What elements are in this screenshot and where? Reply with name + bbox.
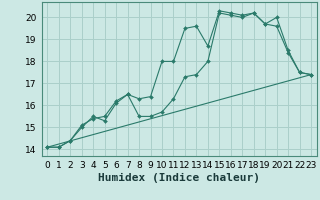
X-axis label: Humidex (Indice chaleur): Humidex (Indice chaleur) <box>98 173 260 183</box>
